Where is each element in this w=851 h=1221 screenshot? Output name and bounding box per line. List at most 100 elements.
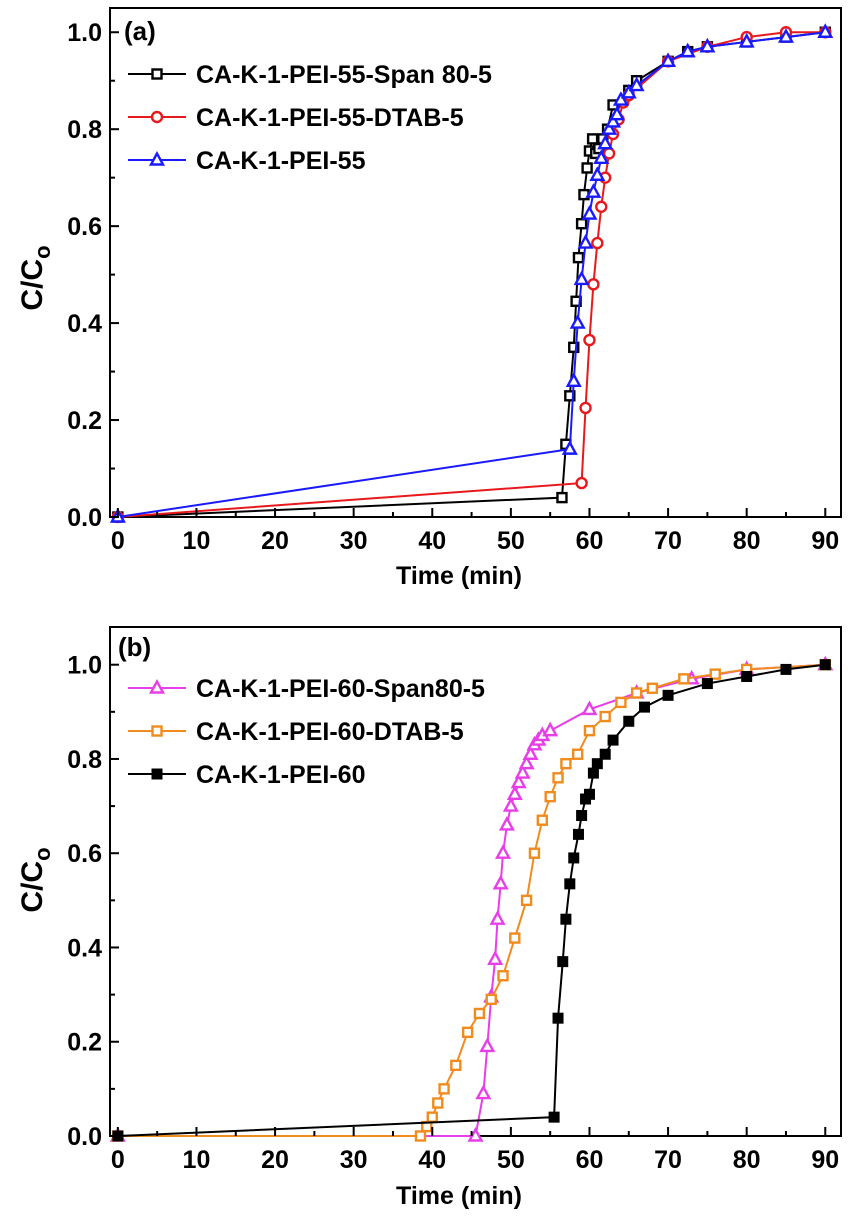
y-tick-label: 0.8 bbox=[67, 746, 102, 774]
chart-panel-a: 0 10 20 30 40 50 60 70 80 90 0.0 0.2 0.4 0.6 0.8 1.0 (a… bbox=[16, 7, 842, 590]
data-point bbox=[709, 668, 721, 680]
series-a-1 bbox=[112, 26, 831, 523]
data-point bbox=[510, 773, 527, 789]
x-tick-label: 80 bbox=[733, 1146, 761, 1174]
data-point bbox=[615, 696, 627, 709]
x-tick-label: 50 bbox=[497, 527, 525, 555]
y-tick-label: 1.0 bbox=[67, 652, 102, 680]
data-point bbox=[560, 757, 572, 770]
y-tick-label: 0.4 bbox=[67, 934, 102, 962]
x-tick-label: 40 bbox=[418, 527, 446, 555]
data-point bbox=[583, 788, 595, 800]
panel-label-a: (a) bbox=[124, 16, 156, 46]
x-tick-label: 80 bbox=[733, 527, 761, 555]
data-point bbox=[572, 251, 585, 264]
series-group-a bbox=[109, 23, 834, 524]
data-point bbox=[556, 491, 568, 504]
x-tick-label: 50 bbox=[497, 1146, 525, 1174]
series-line bbox=[117, 663, 826, 1137]
data-point bbox=[571, 748, 584, 760]
legend-marker bbox=[150, 110, 164, 124]
data-point bbox=[579, 401, 592, 415]
x-tick-label: 30 bbox=[340, 527, 368, 555]
plot-frame-b bbox=[109, 626, 842, 1137]
y-tick-label: 0.6 bbox=[67, 840, 102, 868]
data-point bbox=[581, 700, 598, 716]
data-point bbox=[607, 734, 619, 746]
legend-marker bbox=[151, 725, 163, 737]
data-point bbox=[572, 828, 584, 840]
x-tick-label: 60 bbox=[576, 1146, 604, 1174]
y-tick-label: 0.8 bbox=[67, 116, 102, 144]
data-point bbox=[678, 673, 690, 685]
legend-label: CA-K-1-PEI-55-DTAB-5 bbox=[196, 104, 464, 132]
data-point bbox=[599, 748, 611, 760]
data-point bbox=[595, 200, 608, 213]
data-point bbox=[497, 970, 509, 982]
data-point bbox=[536, 814, 549, 826]
x-tick-label: 90 bbox=[811, 1146, 839, 1174]
y-tick-label: 0.2 bbox=[67, 1029, 102, 1057]
data-point bbox=[568, 341, 580, 354]
data-point bbox=[575, 476, 588, 490]
data-point bbox=[591, 758, 603, 770]
y-tick-label: 0.4 bbox=[67, 310, 102, 338]
data-point bbox=[585, 183, 602, 198]
x-tick-label: 40 bbox=[418, 1146, 446, 1174]
data-point bbox=[560, 913, 572, 925]
data-point bbox=[461, 1026, 474, 1039]
data-point bbox=[620, 83, 637, 99]
data-point bbox=[575, 218, 588, 230]
data-point bbox=[612, 91, 629, 106]
series-a-2 bbox=[111, 26, 832, 524]
data-point bbox=[581, 162, 593, 174]
data-point bbox=[528, 847, 541, 859]
data-point bbox=[738, 32, 755, 48]
legend-marker bbox=[151, 768, 163, 780]
x-tick-label: 70 bbox=[654, 1146, 682, 1174]
data-point bbox=[576, 810, 588, 822]
data-point bbox=[438, 1083, 450, 1095]
ticks-a: 0 10 20 30 40 50 60 70 80 90 0.0 0.2 0.4 0.6 0.8 1.0 bbox=[67, 19, 839, 555]
data-point bbox=[638, 701, 650, 713]
data-point bbox=[494, 844, 512, 859]
x-tick-label: 60 bbox=[576, 527, 604, 555]
series-a-3 bbox=[109, 23, 834, 523]
y-tick-label: 0.0 bbox=[67, 504, 102, 532]
legend-label: CA-K-1-PEI-60-Span80-5 bbox=[196, 675, 485, 703]
data-point bbox=[583, 724, 596, 737]
legend-marker bbox=[148, 678, 166, 694]
data-point bbox=[777, 28, 794, 43]
data-point bbox=[520, 894, 533, 907]
data-point bbox=[662, 689, 674, 701]
x-tick-label: 0 bbox=[111, 527, 125, 555]
data-point bbox=[487, 950, 504, 965]
y-tick-label: 0.2 bbox=[67, 407, 102, 435]
data-point bbox=[506, 785, 523, 801]
x-tick-label: 70 bbox=[654, 527, 682, 555]
y-axis-label-main-b: C/C bbox=[16, 861, 49, 913]
data-point bbox=[518, 754, 535, 770]
data-point bbox=[485, 993, 497, 1006]
data-point bbox=[601, 120, 618, 135]
data-point bbox=[564, 878, 576, 890]
data-point bbox=[583, 333, 596, 347]
data-point bbox=[817, 23, 834, 38]
data-point bbox=[628, 76, 645, 92]
legend-item: CA-K-1-PEI-55-DTAB-5 bbox=[128, 104, 464, 132]
x-tick-label: 0 bbox=[111, 1146, 125, 1174]
legend-marker bbox=[151, 68, 163, 80]
series-line bbox=[117, 663, 826, 1137]
data-point bbox=[552, 772, 564, 784]
data-point bbox=[522, 745, 539, 760]
chart-panel-b: 0 10 20 30 40 50 60 70 80 90 0.0 0.2 0.4 0.6 0.8 1.0 (b… bbox=[16, 626, 842, 1210]
data-point bbox=[502, 797, 519, 812]
x-tick-label: 90 bbox=[811, 527, 839, 555]
data-point bbox=[509, 932, 521, 944]
data-point bbox=[599, 710, 611, 723]
legend-label: CA-K-1-PEI-60-DTAB-5 bbox=[196, 718, 464, 746]
data-point bbox=[432, 1097, 444, 1109]
data-point bbox=[623, 715, 635, 727]
x-axis-label-b: Time (min) bbox=[396, 1182, 522, 1210]
